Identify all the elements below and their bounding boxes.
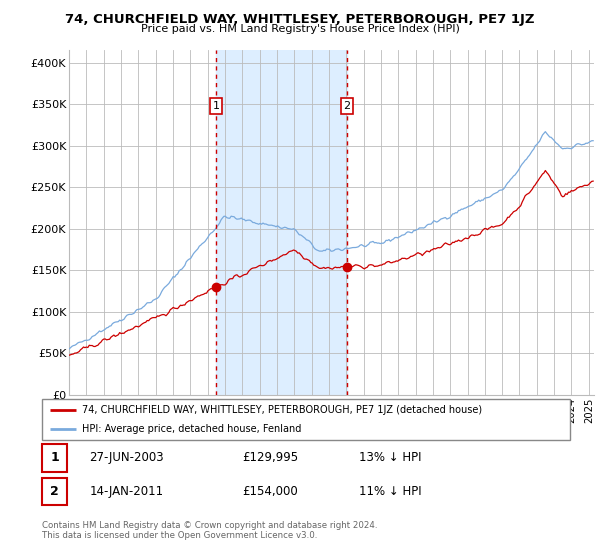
Text: 13% ↓ HPI: 13% ↓ HPI (359, 451, 421, 464)
Text: HPI: Average price, detached house, Fenland: HPI: Average price, detached house, Fenl… (82, 424, 301, 433)
Text: 74, CHURCHFIELD WAY, WHITTLESEY, PETERBOROUGH, PE7 1JZ: 74, CHURCHFIELD WAY, WHITTLESEY, PETERBO… (65, 13, 535, 26)
Text: 14-JAN-2011: 14-JAN-2011 (89, 485, 164, 498)
Text: 2: 2 (343, 101, 350, 111)
Bar (216, 50, 347, 395)
Text: £129,995: £129,995 (242, 451, 299, 464)
Text: 27-JUN-2003: 27-JUN-2003 (89, 451, 164, 464)
Text: 74, CHURCHFIELD WAY, WHITTLESEY, PETERBOROUGH, PE7 1JZ (detached house): 74, CHURCHFIELD WAY, WHITTLESEY, PETERBO… (82, 405, 482, 415)
Text: Contains HM Land Registry data © Crown copyright and database right 2024.: Contains HM Land Registry data © Crown c… (42, 521, 377, 530)
Bar (42, 444, 67, 472)
Text: £154,000: £154,000 (242, 485, 298, 498)
Bar (42, 478, 67, 505)
Text: 11% ↓ HPI: 11% ↓ HPI (359, 485, 421, 498)
Text: 1: 1 (50, 451, 59, 464)
Text: 1: 1 (212, 101, 220, 111)
Text: 2: 2 (50, 485, 59, 498)
Text: Price paid vs. HM Land Registry's House Price Index (HPI): Price paid vs. HM Land Registry's House … (140, 24, 460, 34)
Text: This data is licensed under the Open Government Licence v3.0.: This data is licensed under the Open Gov… (42, 531, 317, 540)
